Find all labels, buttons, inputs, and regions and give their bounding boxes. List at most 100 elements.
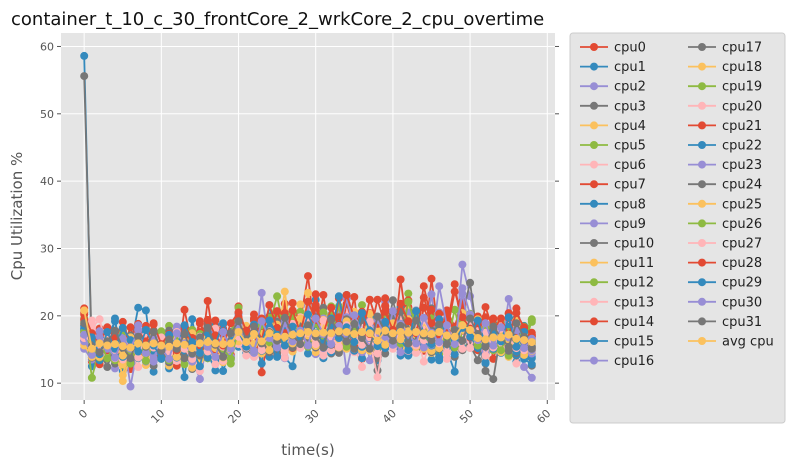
data-point	[195, 362, 204, 371]
legend-label: cpu5	[614, 139, 646, 154]
data-point	[280, 332, 289, 341]
legend-label: cpu16	[614, 354, 654, 369]
data-point	[180, 340, 189, 349]
x-tick-label: 0	[76, 407, 90, 421]
data-point	[195, 348, 204, 357]
data-point	[381, 294, 390, 303]
data-point	[497, 346, 505, 355]
legend-label: cpu8	[614, 197, 646, 212]
data-point	[358, 328, 366, 336]
legend-label: cpu21	[722, 119, 762, 134]
data-point	[219, 352, 228, 361]
data-point	[450, 340, 459, 349]
data-point	[219, 319, 228, 328]
legend-marker	[590, 121, 598, 130]
legend-label: cpu26	[722, 217, 762, 232]
data-point	[311, 314, 320, 323]
data-point	[350, 338, 359, 347]
y-tick-label: 30	[40, 242, 54, 255]
legend-label: cpu10	[614, 237, 654, 252]
data-point	[489, 375, 498, 384]
data-point	[273, 342, 282, 351]
data-point	[450, 305, 459, 314]
legend-marker	[590, 219, 598, 228]
data-point	[311, 340, 320, 349]
data-point	[242, 338, 251, 347]
data-point	[404, 339, 413, 348]
legend-item: cpu15	[580, 335, 654, 350]
data-point	[304, 288, 312, 297]
legend-marker	[590, 43, 598, 51]
data-point	[304, 341, 312, 350]
data-point	[87, 344, 96, 353]
data-point	[203, 297, 212, 305]
data-point	[404, 328, 413, 337]
data-point	[427, 330, 436, 338]
data-point	[334, 327, 343, 336]
data-point	[188, 338, 197, 347]
legend-label: avg cpu	[722, 335, 774, 350]
y-tick-label: 40	[40, 175, 54, 188]
data-point	[450, 367, 459, 376]
data-point	[481, 342, 490, 351]
data-point	[319, 351, 328, 360]
legend-marker	[698, 297, 706, 306]
data-point	[396, 348, 405, 357]
data-point	[157, 353, 166, 362]
data-point	[466, 326, 475, 334]
data-point	[95, 332, 104, 341]
data-point	[489, 354, 498, 363]
data-point	[80, 330, 89, 339]
legend-marker	[590, 258, 598, 267]
data-point	[134, 353, 143, 362]
legend-item: cpu3	[580, 99, 646, 114]
data-point	[381, 301, 390, 310]
series-lines	[80, 51, 536, 391]
data-point	[296, 300, 305, 309]
legend-marker	[590, 141, 598, 149]
data-point	[311, 290, 320, 299]
data-point	[527, 315, 536, 324]
legend-item: cpu1	[580, 60, 646, 75]
data-point	[250, 322, 258, 331]
data-point	[319, 328, 328, 337]
data-point	[520, 344, 529, 353]
data-point	[273, 332, 282, 341]
data-point	[126, 343, 135, 352]
data-point	[111, 326, 119, 335]
legend-item: cpu8	[580, 197, 646, 212]
data-point	[373, 295, 382, 304]
data-point	[288, 306, 297, 315]
data-point	[350, 319, 359, 328]
legend-label: cpu7	[614, 178, 646, 193]
legend-marker	[590, 317, 598, 326]
legend-item: cpu14	[580, 315, 654, 330]
legend-label: cpu20	[722, 99, 762, 114]
data-point	[180, 360, 189, 369]
data-point	[450, 332, 459, 341]
legend-item: cpu5	[580, 139, 646, 154]
data-point	[141, 356, 150, 365]
data-point	[512, 334, 521, 343]
y-tick-label: 20	[40, 310, 54, 323]
data-point	[427, 355, 436, 364]
legend-marker	[590, 297, 598, 306]
data-point	[141, 326, 150, 334]
data-point	[273, 292, 282, 301]
legend-marker	[590, 278, 598, 287]
legend-item: cpu28	[688, 256, 762, 271]
legend-label: cpu12	[614, 276, 654, 291]
data-point	[211, 360, 220, 369]
data-point	[404, 346, 413, 355]
legend-item: cpu16	[580, 354, 654, 369]
data-point	[489, 322, 498, 331]
data-point	[504, 295, 513, 303]
data-point	[358, 354, 366, 363]
data-point	[219, 328, 228, 336]
legend-item: cpu6	[580, 158, 646, 173]
data-point	[527, 360, 536, 369]
data-point	[466, 278, 475, 287]
data-point	[489, 333, 498, 342]
data-point	[118, 377, 127, 386]
